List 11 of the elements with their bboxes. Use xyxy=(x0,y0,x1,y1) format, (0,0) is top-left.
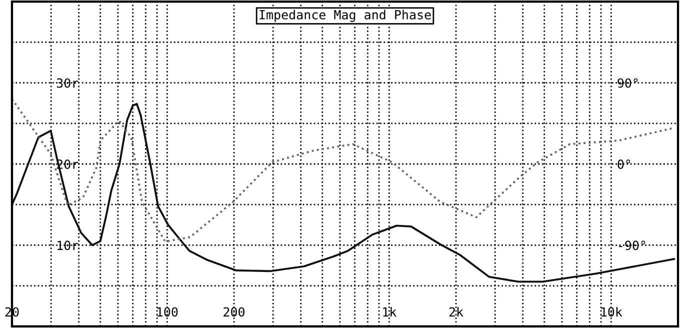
text: Impedance Mag and Phase xyxy=(260,10,431,22)
x-tick-label: 2k xyxy=(449,306,464,316)
y2-tick-label: 90° xyxy=(618,78,638,88)
x-tick-label: 1k xyxy=(383,306,397,316)
x-tick-label: 200 xyxy=(224,307,244,317)
x-tick-label: 10k xyxy=(601,306,622,317)
y-tick-label: 10r xyxy=(58,240,78,250)
y-tick-label: 30r xyxy=(56,78,78,88)
y2-tick-label: -90° xyxy=(619,240,646,250)
y2-tick-label: 0° xyxy=(618,160,630,169)
x-tick-label: 100 xyxy=(157,307,178,317)
